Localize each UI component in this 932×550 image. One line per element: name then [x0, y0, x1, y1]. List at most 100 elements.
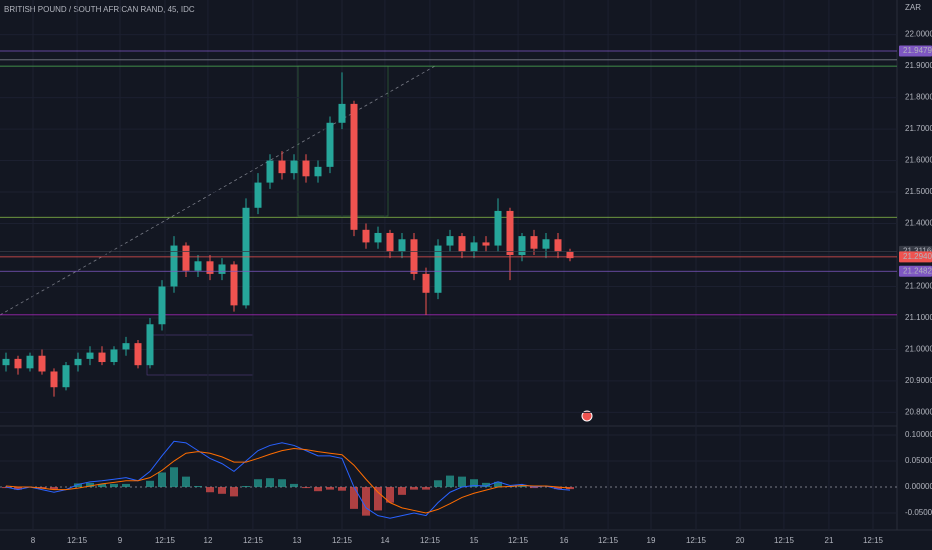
x-tick-label: 12:15 [155, 536, 176, 545]
histogram-bar [458, 476, 466, 488]
y-tick-label: 20.90000 [905, 376, 932, 385]
candle-body [566, 251, 574, 259]
candle-body [290, 160, 298, 174]
candle-body [194, 261, 202, 271]
candle-body [554, 239, 562, 252]
y-tick-label: 21.90000 [905, 61, 932, 70]
candle-body [230, 264, 238, 306]
price-label: 21.31160 [903, 246, 932, 255]
candle-body [122, 343, 130, 350]
histogram-bar [278, 479, 286, 488]
histogram-bar [470, 479, 478, 488]
candle-body [134, 343, 142, 366]
histogram-bar [302, 487, 310, 489]
x-tick-label: 12:15 [243, 536, 264, 545]
candle-body [314, 166, 322, 177]
candle-body [110, 349, 118, 363]
histogram-bar [122, 483, 130, 488]
candle-body [86, 352, 94, 359]
candle-body [158, 286, 166, 325]
histogram-bar [170, 467, 178, 488]
candle-body [362, 229, 370, 243]
candle-body [350, 103, 358, 230]
y-tick-label: 0.05000 [905, 456, 932, 465]
candle-body [74, 358, 82, 366]
y-tick-label: 20.80000 [905, 408, 932, 417]
histogram-bar [314, 487, 322, 492]
x-tick-label: 8 [31, 536, 36, 545]
histogram-bar [194, 485, 202, 488]
candle-body [26, 355, 34, 369]
histogram-bar [410, 487, 418, 490]
x-tick-label: 19 [647, 536, 656, 545]
candle-body [218, 264, 226, 274]
histogram-bar [74, 483, 82, 488]
histogram-bar [338, 487, 346, 491]
candle-body [458, 236, 466, 252]
histogram-bar [182, 476, 190, 488]
histogram-bar [110, 483, 118, 488]
histogram-bar [206, 487, 214, 493]
x-tick-label: 12:15 [686, 536, 707, 545]
x-tick-label: 12:15 [67, 536, 88, 545]
candle-body [470, 242, 478, 252]
histogram-bar [158, 472, 166, 488]
candle-body [422, 273, 430, 293]
x-tick-label: 9 [118, 536, 123, 545]
x-tick-label: 12:15 [863, 536, 884, 545]
histogram-bar [98, 483, 106, 488]
y-tick-label: 21.40000 [905, 219, 932, 228]
histogram-bar [326, 487, 334, 490]
x-tick-label: 12:15 [774, 536, 795, 545]
candle-body [14, 358, 22, 369]
x-tick-label: 12:15 [598, 536, 619, 545]
event-icon[interactable] [581, 410, 593, 422]
histogram-bar [146, 480, 154, 488]
histogram-bar [50, 487, 58, 490]
histogram-bar [494, 481, 502, 488]
price-label-box [899, 251, 932, 263]
y-tick-label: 21.60000 [905, 156, 932, 165]
candle-body [62, 365, 70, 388]
histogram-bar [482, 482, 490, 488]
price-label: 21.24828 [903, 266, 932, 275]
x-tick-label: 12 [204, 536, 213, 545]
histogram-bar [230, 487, 238, 497]
candle-body [2, 358, 10, 366]
candle-body [434, 245, 442, 293]
x-tick-label: 15 [470, 536, 479, 545]
y-tick-label: 21.10000 [905, 313, 932, 322]
y-tick-label: 21.20000 [905, 282, 932, 291]
candle-body [266, 160, 274, 183]
histogram-bar [518, 485, 526, 488]
candle-body [338, 103, 346, 123]
y-tick-label: 21.70000 [905, 124, 932, 133]
candle-body [182, 245, 190, 271]
histogram-bar [218, 487, 226, 494]
histogram-bar [362, 487, 370, 516]
candle-body [278, 160, 286, 174]
histogram-bar [422, 487, 430, 490]
candle-body [50, 371, 58, 388]
candle-body [506, 210, 514, 255]
candle-body [326, 122, 334, 167]
histogram-bar [446, 475, 454, 488]
y-tick-label: -0.05000 [905, 508, 932, 517]
macd-line [5, 440, 571, 519]
histogram-bar [374, 487, 382, 511]
price-label-box [899, 45, 932, 57]
histogram-bar [254, 479, 262, 488]
x-tick-label: 13 [293, 536, 302, 545]
histogram-bar [398, 487, 406, 495]
candle-body [38, 355, 46, 372]
y-tick-label: 0.10000 [905, 430, 932, 439]
candle-body [446, 236, 454, 246]
histogram-bar [350, 487, 358, 509]
candle-body [518, 236, 526, 255]
x-tick-label: 20 [736, 536, 745, 545]
price-label: 21.29403 [903, 252, 932, 261]
histogram-bar [14, 487, 22, 490]
